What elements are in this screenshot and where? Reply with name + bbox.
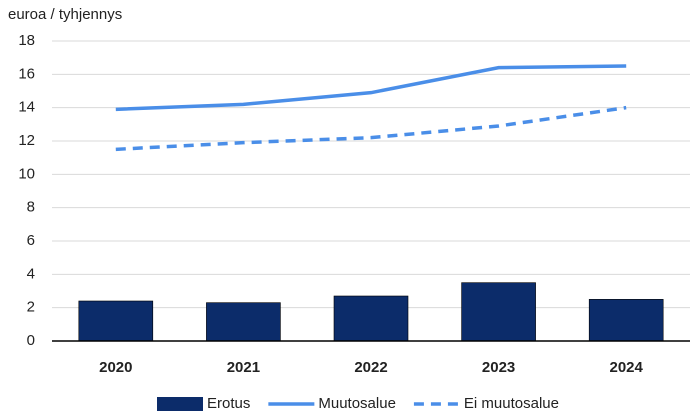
y-tick-label: 18 — [18, 32, 35, 49]
y-tick-label: 14 — [18, 99, 35, 116]
x-tick-label: 2023 — [482, 359, 515, 376]
y-tick-label: 2 — [27, 299, 35, 316]
line-series — [115, 64, 627, 112]
x-tick-label: 2021 — [227, 359, 260, 376]
legend-swatch — [157, 397, 203, 411]
y-tick-label: 10 — [18, 165, 35, 182]
x-tick-label: 2024 — [610, 359, 644, 376]
bar — [206, 302, 281, 342]
x-tick-label: 2022 — [354, 359, 387, 376]
y-axis-label: euroa / tyhjennys — [8, 6, 122, 23]
line-series — [115, 105, 627, 152]
legend-label: Ei muutosalue — [464, 395, 559, 412]
bar — [333, 295, 409, 342]
legend-label: Erotus — [207, 395, 250, 412]
y-tick-label: 12 — [18, 132, 35, 149]
x-tick-label: 2020 — [99, 359, 132, 376]
y-tick-label: 6 — [27, 232, 35, 249]
y-tick-label: 8 — [27, 199, 35, 216]
y-tick-label: 16 — [18, 65, 35, 82]
bar — [78, 300, 154, 342]
bar — [461, 282, 536, 342]
bar — [588, 299, 664, 342]
y-tick-label: 4 — [27, 265, 35, 282]
legend-label: Muutosalue — [318, 395, 396, 412]
y-tick-label: 0 — [27, 332, 35, 349]
